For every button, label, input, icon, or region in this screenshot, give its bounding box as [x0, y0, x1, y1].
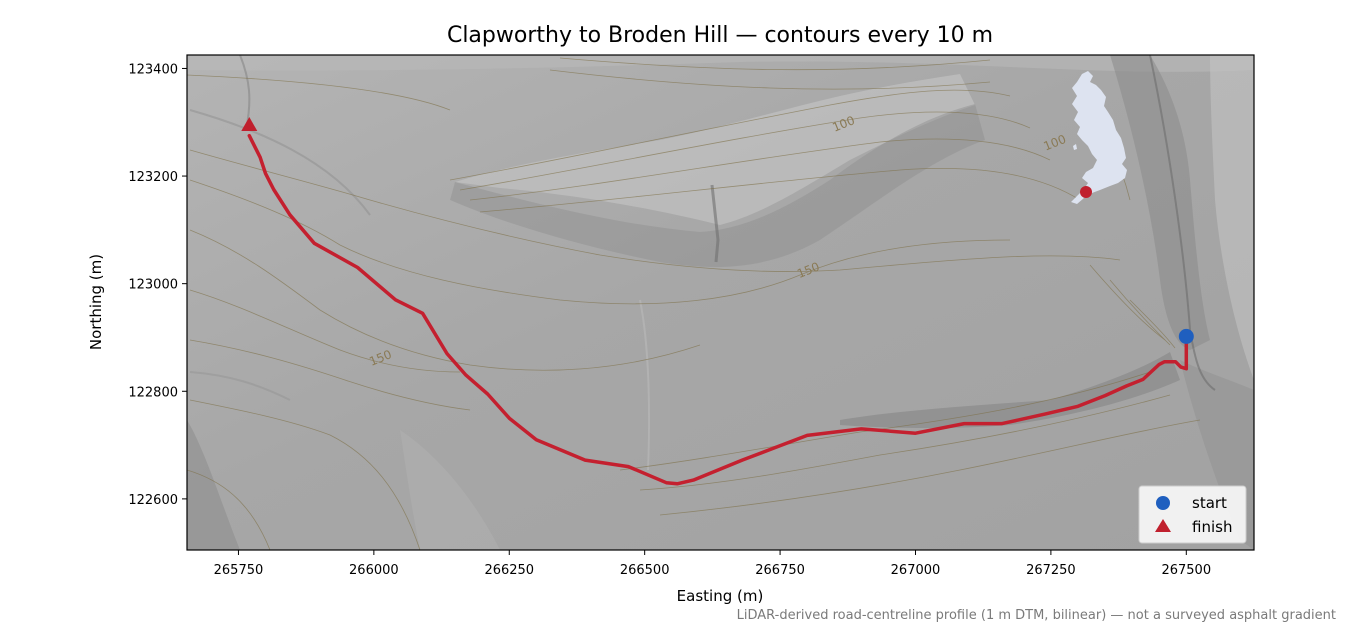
data-source-footnote: LiDAR-derived road-centreline profile (1… — [737, 608, 1336, 623]
x-tick-label: 266500 — [620, 563, 670, 578]
legend-finish-symbol — [1155, 519, 1171, 532]
route-line[interactable] — [247, 133, 1189, 486]
x-tick-label: 266250 — [484, 563, 534, 578]
isle-of-man-shape — [1073, 144, 1077, 150]
y-tick-label: 123400 — [128, 62, 178, 77]
y-tick-label: 122600 — [128, 493, 178, 508]
legend-finish-label: finish — [1192, 518, 1232, 536]
x-tick-label: 267000 — [891, 563, 941, 578]
locator-inset-map — [1071, 71, 1127, 204]
x-axis-label: Easting (m) — [677, 587, 764, 605]
great-britain-outline — [1071, 71, 1127, 204]
x-tick-label: 267500 — [1161, 563, 1211, 578]
x-tick-label: 266750 — [755, 563, 805, 578]
y-axis-label: Northing (m) — [87, 254, 105, 350]
start-marker[interactable] — [1178, 328, 1194, 344]
y-tick-label: 122800 — [128, 385, 178, 400]
x-tick-label: 265750 — [214, 563, 264, 578]
x-tick-label: 266000 — [349, 563, 399, 578]
x-axis-ticks: 265750 266000 266250 266500 266750 267000 2672… — [214, 550, 1211, 578]
legend: start finish — [1138, 485, 1247, 544]
legend-start-label: start — [1192, 494, 1227, 512]
y-tick-label: 123000 — [128, 278, 178, 293]
finish-marker[interactable] — [241, 116, 258, 131]
hillshade-relief — [187, 55, 1254, 550]
inset-location-dot — [1080, 186, 1092, 198]
map-title: Clapworthy to Broden Hill — contours eve… — [447, 23, 993, 48]
y-tick-label: 123200 — [128, 170, 178, 185]
y-axis-ticks: 122600 122800 123000 123200 123400 — [128, 62, 187, 508]
plot-frame — [186, 54, 1255, 551]
x-tick-label: 267250 — [1026, 563, 1076, 578]
legend-start-symbol — [1156, 496, 1170, 510]
